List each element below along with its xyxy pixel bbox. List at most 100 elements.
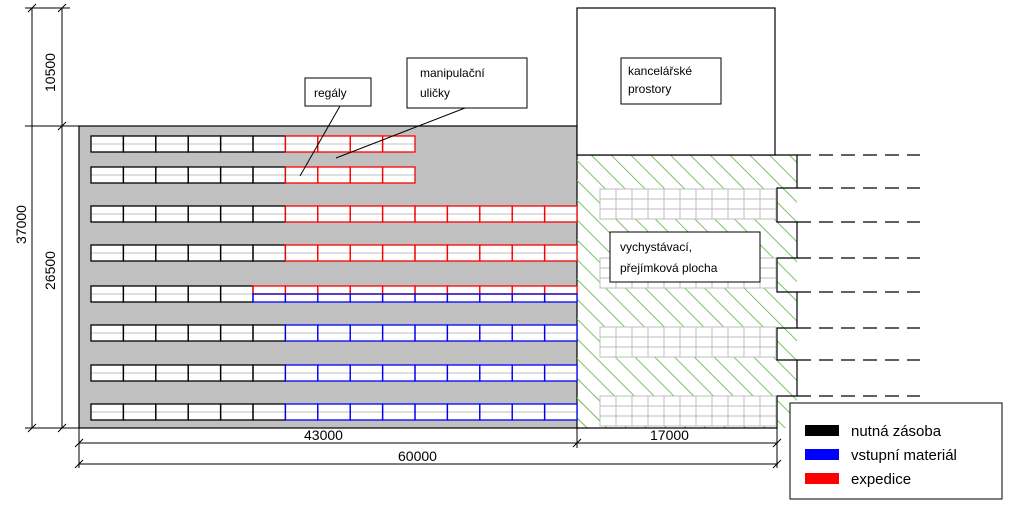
aisles-label-2: uličky <box>420 86 450 100</box>
pallet-cell <box>663 208 681 220</box>
pallet-cell <box>727 395 745 407</box>
pallet-cell <box>663 188 681 200</box>
pallet-cell <box>759 346 777 358</box>
regaly-label-box <box>304 77 372 107</box>
rack-rows <box>90 135 578 421</box>
pallet-cell <box>647 208 665 220</box>
legend-swatch-dispatch <box>805 473 839 484</box>
dim-total-width: 60000 <box>398 448 437 464</box>
dim-total-height: 37000 <box>13 205 29 244</box>
pallet-cell <box>743 208 761 220</box>
pallet-cell <box>599 405 617 417</box>
pallet-cell <box>727 405 745 417</box>
pallet-cell <box>663 198 681 210</box>
aisles-label-1: manipulační <box>420 66 485 80</box>
pallet-cell <box>631 336 649 348</box>
pallet-cell <box>759 208 777 220</box>
horizontal-dimensions <box>74 428 782 469</box>
pallet-cell <box>695 208 713 220</box>
pallet-cell <box>695 198 713 210</box>
pallet-cell <box>743 188 761 200</box>
pallet-cell <box>759 267 777 279</box>
pallet-cell <box>599 326 617 338</box>
pallet-cell <box>647 395 665 407</box>
pallet-cell <box>679 198 697 210</box>
pallet-cell <box>711 405 729 417</box>
pallet-cell <box>631 405 649 417</box>
pallet-cell <box>679 336 697 348</box>
pallet-cell <box>727 198 745 210</box>
pallet-cell <box>727 336 745 348</box>
pallet-cell <box>615 405 633 417</box>
pallet-cell <box>599 208 617 220</box>
pallet-cell <box>695 336 713 348</box>
pallet-cell <box>695 415 713 427</box>
pallet-cell <box>647 198 665 210</box>
pallet-cell <box>663 336 681 348</box>
pallet-cell <box>679 395 697 407</box>
picking-label-1: vychystávací, <box>620 240 692 254</box>
dim-warehouse-height: 26500 <box>42 251 58 290</box>
pallet-cell <box>743 346 761 358</box>
pallet-cell <box>743 415 761 427</box>
pallet-cell <box>743 326 761 338</box>
pallet-cell <box>631 208 649 220</box>
pallet-cell <box>599 395 617 407</box>
pallet-cell <box>663 326 681 338</box>
pallet-cell <box>727 415 745 427</box>
pallet-cell <box>647 336 665 348</box>
pallet-cell <box>615 326 633 338</box>
pallet-cell <box>711 346 729 358</box>
pallet-cell <box>711 188 729 200</box>
pallet-cell <box>759 277 777 289</box>
pallet-cell <box>647 326 665 338</box>
pallet-cell <box>679 326 697 338</box>
pallet-cell <box>615 188 633 200</box>
office-label-box <box>620 57 722 105</box>
pallet-cell <box>695 405 713 417</box>
pallet-cell <box>711 336 729 348</box>
dock-dashes <box>797 154 920 397</box>
pallet-cell <box>599 188 617 200</box>
legend-swatch-stock <box>805 425 839 436</box>
pallet-cell <box>759 405 777 417</box>
dim-picking-width: 17000 <box>650 427 689 443</box>
pallet-cell <box>599 346 617 358</box>
pallet-cell <box>647 188 665 200</box>
pallet-cell <box>679 415 697 427</box>
picking-label-2: přejímková plocha <box>620 261 718 275</box>
pallet-cell <box>679 208 697 220</box>
regaly-leader <box>299 105 341 177</box>
vertical-dimensions <box>25 3 79 433</box>
aisles-label-box <box>406 57 528 109</box>
pallet-cell <box>615 198 633 210</box>
pallet-cell <box>631 415 649 427</box>
pallet-cell <box>743 336 761 348</box>
pallet-cell <box>647 415 665 427</box>
legend-label-dispatch: expedice <box>851 471 911 488</box>
office-label-1: kancelářské <box>628 64 692 78</box>
pallet-cell <box>615 336 633 348</box>
pallet-cell <box>759 188 777 200</box>
pallet-cell <box>711 198 729 210</box>
pallet-cell <box>599 198 617 210</box>
pallet-cell <box>695 395 713 407</box>
pallet-cell <box>759 326 777 338</box>
pallet-cell <box>727 326 745 338</box>
pallet-cell <box>711 208 729 220</box>
pallet-cell <box>615 395 633 407</box>
legend: nutná zásoba vstupní materiál expedice <box>789 402 1003 500</box>
pallet-cell <box>615 346 633 358</box>
dim-office-height: 10500 <box>42 53 58 92</box>
pallet-cell <box>759 336 777 348</box>
pallet-cell <box>663 415 681 427</box>
pallet-cell <box>695 326 713 338</box>
pallet-cell <box>759 257 777 269</box>
pallet-cell <box>631 346 649 358</box>
pallet-cell <box>759 395 777 407</box>
pallet-cell <box>743 198 761 210</box>
pallet-cell <box>647 405 665 417</box>
legend-swatch-input <box>805 449 839 460</box>
pallet-cell <box>679 346 697 358</box>
